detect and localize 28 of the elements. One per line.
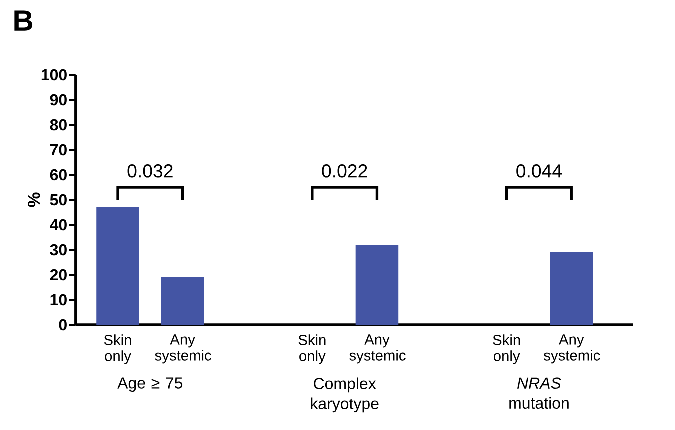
- y-tick-label: 20: [50, 269, 67, 281]
- annotation: 0.032: [128, 164, 173, 178]
- y-tick-label: 40: [50, 219, 67, 231]
- bar: [161, 278, 204, 325]
- x-tick-label: Any systemic: [155, 334, 212, 364]
- y-tick-label: 70: [50, 144, 67, 156]
- y-tick-label: 30: [50, 244, 67, 256]
- x-tick-label: Skin only: [298, 334, 326, 364]
- y-tick-label: 100: [42, 69, 67, 81]
- bar: [356, 245, 399, 325]
- text: NRAS mutation: [510, 378, 569, 410]
- y-tick-label: 0: [59, 319, 67, 331]
- chart-title: B: [14, 10, 33, 31]
- y-tick-label: 10: [50, 294, 67, 306]
- x-tick-label: Any systemic: [350, 334, 406, 364]
- text: Complex karyotype: [311, 378, 379, 413]
- x-tick-label: Skin only: [104, 334, 132, 364]
- y-tick-label: 60: [50, 169, 67, 181]
- bar: [550, 252, 594, 325]
- x-tick-label: Skin only: [493, 334, 520, 364]
- y-tick-label: 90: [50, 94, 67, 106]
- y-axis-title: %: [28, 192, 40, 208]
- annotation: 0.022: [322, 164, 368, 178]
- x-tick-label: Any systemic: [544, 334, 600, 364]
- y-tick-label: 80: [50, 119, 67, 131]
- y-tick-label: 50: [50, 194, 67, 206]
- annotation: 0.044: [516, 164, 562, 178]
- text: Age ≥ 75: [118, 378, 183, 392]
